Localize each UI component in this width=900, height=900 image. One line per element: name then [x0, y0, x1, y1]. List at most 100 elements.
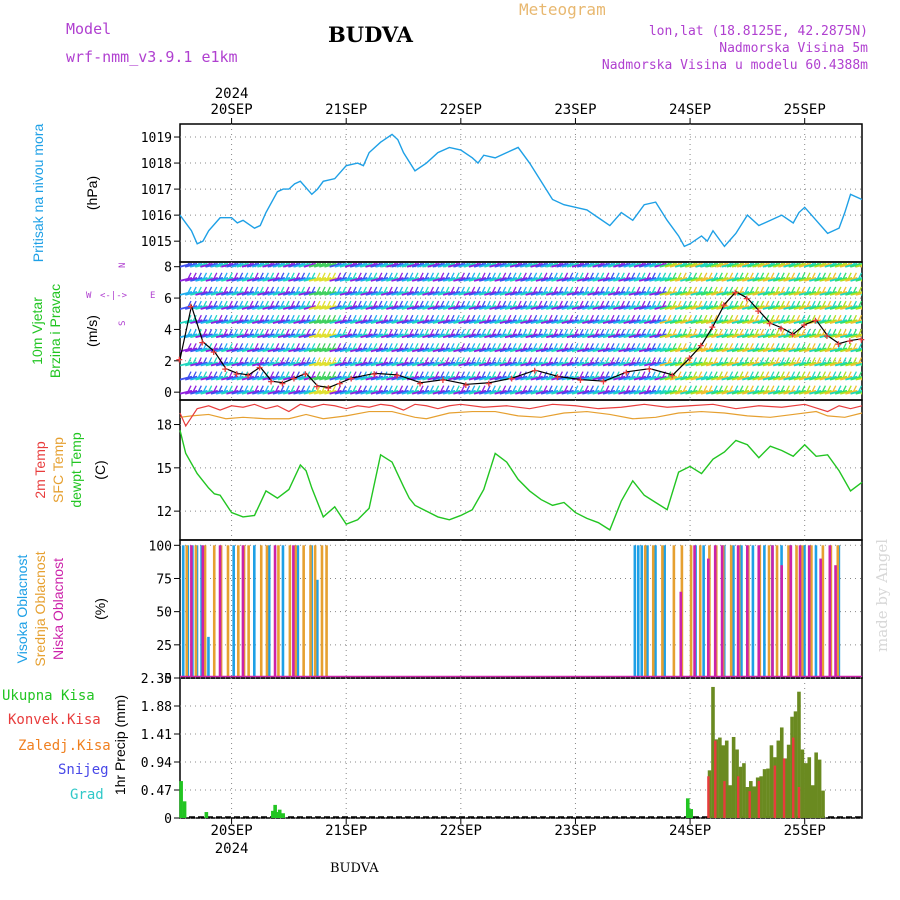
wind-barb: [850, 347, 862, 353]
wind-barb-flag: [718, 272, 723, 280]
wind-barb: [685, 347, 698, 353]
wind-barb-flag: [187, 272, 192, 280]
wind-barb-flag: [589, 343, 594, 350]
wind-barb-flag: [419, 286, 424, 294]
wind-barb-flag: [864, 273, 867, 279]
wind-barb: [587, 291, 600, 296]
axis-label-line: (%): [92, 598, 108, 620]
wind-barb: [819, 333, 832, 339]
wind-barb: [184, 276, 198, 282]
wind-barb-flag: [615, 343, 620, 350]
wind-barb: [478, 361, 492, 367]
wind-barb: [840, 319, 853, 325]
wind-barb: [339, 263, 353, 268]
wind-barb-flag: [254, 343, 259, 350]
wind-barb-flag: [806, 328, 811, 336]
wind-barb: [556, 333, 569, 339]
wind-barb-flag: [357, 263, 360, 265]
wind-barb: [241, 389, 255, 395]
wind-barb: [556, 276, 569, 282]
wind-barb-flag: [852, 371, 857, 378]
wind-barb-flag: [775, 272, 780, 280]
wind-barb-flag: [796, 272, 801, 280]
wind-barb-flag: [373, 357, 378, 364]
wind-barb: [788, 389, 801, 395]
wind-barb-flag: [393, 314, 398, 322]
x-tick-label-bottom: 25SEP: [784, 823, 826, 839]
wind-barb: [251, 347, 265, 353]
wind-barb: [473, 305, 487, 310]
wind-barb: [618, 347, 631, 353]
wind-barb: [525, 319, 538, 325]
wind-barb: [736, 276, 750, 282]
wind-barb-flag: [228, 343, 233, 350]
wind-barb: [251, 305, 265, 310]
wind-barb: [515, 361, 528, 367]
wind-barb-flag: [558, 300, 563, 308]
wind-barb: [845, 389, 858, 395]
wind-barb: [752, 263, 765, 268]
wind-barb: [349, 319, 363, 325]
wind-barb-flag: [842, 272, 847, 280]
wind-speed-point: +: [858, 333, 865, 346]
wind-barb-flag: [538, 328, 543, 336]
wind-barb-flag: [512, 371, 517, 378]
wind-barb: [360, 361, 373, 367]
wind-barb-flag: [780, 343, 785, 350]
wind-barb-flag: [615, 263, 618, 265]
wind-barb-flag: [208, 385, 213, 393]
wind-barb-flag: [739, 371, 744, 378]
wind-barb-flag: [517, 286, 522, 294]
wind-barb: [262, 389, 275, 395]
wind-barb: [417, 375, 430, 381]
wind-barb-flag: [548, 343, 553, 350]
cloud-bar: [757, 545, 761, 677]
wind-barb-flag: [563, 314, 569, 322]
wind-barb: [623, 305, 636, 310]
cloud-bar: [803, 545, 806, 677]
wind-barb-flag: [517, 314, 522, 322]
wind-barb-flag: [864, 259, 867, 265]
wind-barb-flag: [667, 328, 672, 336]
wind-barb-flag: [197, 357, 202, 364]
wind-barb-flag: [672, 328, 677, 336]
wind-barb: [329, 291, 342, 296]
wind-barb: [716, 333, 729, 339]
wind-barb: [478, 276, 492, 282]
wind-barb-flag: [661, 328, 667, 336]
wind-barb-flag: [852, 328, 857, 336]
wind-barb-flag: [749, 272, 754, 280]
wind-barb: [845, 361, 858, 367]
wind-barb: [313, 389, 327, 395]
wind-barb: [597, 291, 611, 296]
wind-barb-flag: [723, 357, 729, 364]
wind-barb: [190, 291, 203, 296]
cloud-bar: [316, 579, 319, 677]
wind-barb: [344, 291, 358, 296]
wind-barb: [592, 361, 605, 367]
wind-barb: [633, 347, 647, 353]
wind-barb: [587, 319, 600, 325]
wind-barb: [545, 361, 559, 367]
wind-barb-flag: [393, 263, 396, 265]
wind-barb-flag: [450, 286, 455, 294]
wind-barb: [638, 305, 652, 310]
wind-barb: [422, 276, 435, 282]
wind-barb: [432, 319, 445, 325]
wind-barb-flag: [796, 343, 801, 350]
wind-barb-flag: [533, 286, 538, 294]
wind-barb: [184, 319, 198, 325]
wind-barb-flag: [460, 385, 465, 393]
wind-speed-point: +: [187, 300, 194, 313]
wind-barb-flag: [285, 300, 290, 308]
wind-barb-flag: [429, 328, 435, 336]
wind-barb: [231, 375, 244, 381]
wind-barb-flag: [378, 328, 383, 336]
wind-barb-flag: [775, 286, 780, 294]
wind-barb: [303, 347, 317, 353]
wind-barb-flag: [821, 371, 827, 378]
wind-barb-flag: [213, 328, 218, 336]
cloud-bar: [736, 545, 740, 677]
wind-barb: [736, 263, 750, 268]
wind-barb-flag: [455, 314, 460, 322]
